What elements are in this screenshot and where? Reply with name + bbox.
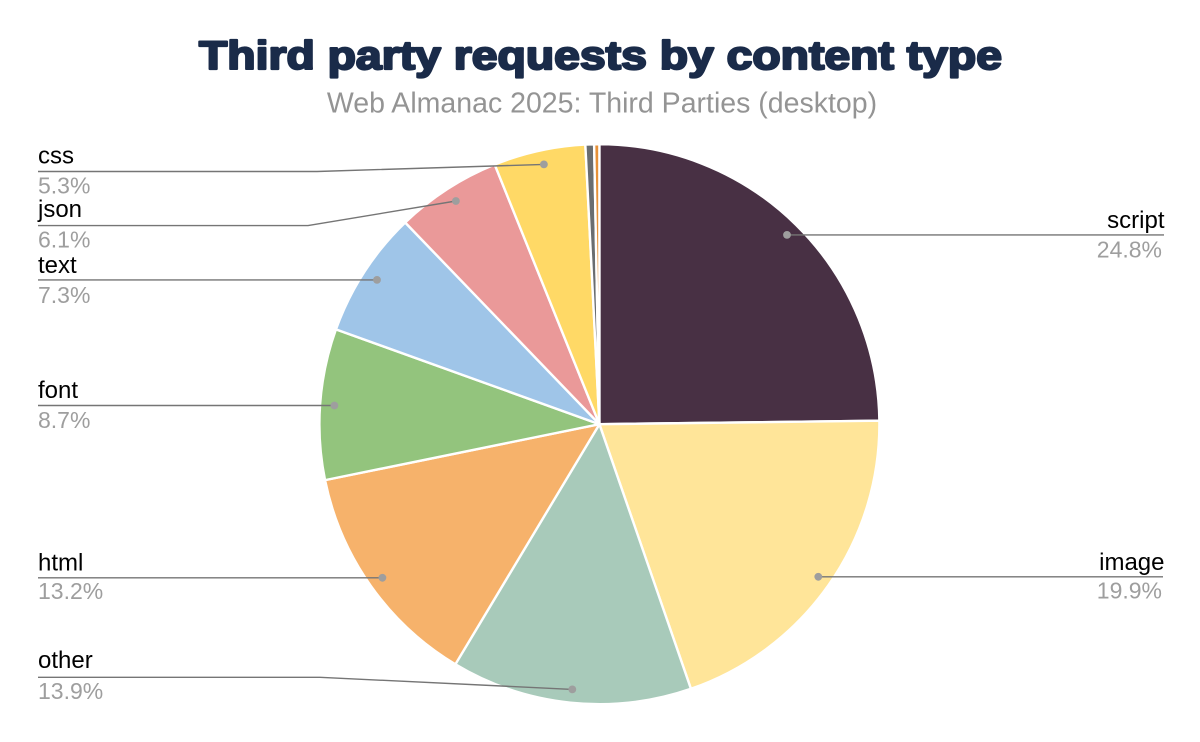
svg-text:Third party requests by conten: Third party requests by content type [199,34,1002,78]
svg-text:json: json [37,196,82,223]
svg-text:text: text [38,252,77,279]
svg-text:font: font [38,377,78,404]
svg-text:other: other [38,647,93,674]
svg-text:image: image [1099,549,1164,576]
svg-text:24.8%: 24.8% [1097,237,1162,263]
svg-text:6.1%: 6.1% [38,227,90,253]
svg-text:css: css [38,142,74,169]
svg-text:7.3%: 7.3% [38,282,90,308]
svg-text:script: script [1107,207,1165,234]
svg-text:Web Almanac 2025: Third Partie: Web Almanac 2025: Third Parties (desktop… [327,88,877,120]
svg-text:8.7%: 8.7% [38,407,90,433]
svg-text:19.9%: 19.9% [1097,577,1162,603]
svg-text:html: html [38,549,83,576]
svg-text:5.3%: 5.3% [38,172,90,198]
svg-text:13.2%: 13.2% [38,578,103,604]
svg-text:13.9%: 13.9% [38,678,103,704]
